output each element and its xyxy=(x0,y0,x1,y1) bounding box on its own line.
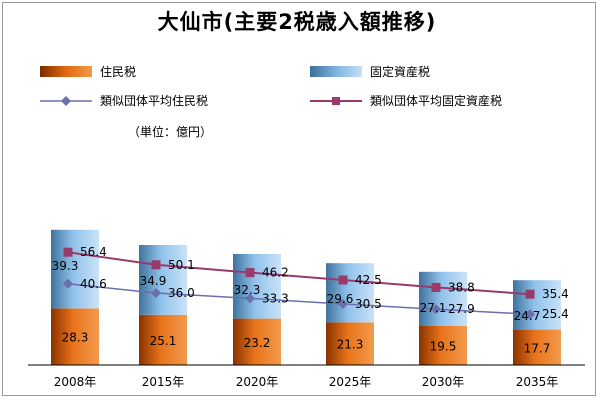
bar-resident-tax xyxy=(139,314,187,365)
legend-similar-resident-marker xyxy=(40,95,92,106)
legend-resident-label: 住民税 xyxy=(100,65,137,79)
legend-similar-resident: 類似団体平均住民税 xyxy=(40,92,208,109)
bar-resident-tax xyxy=(326,322,374,365)
data-label-resident-tax: 23.2 xyxy=(244,336,271,350)
bar-fixed-asset-tax xyxy=(326,263,374,323)
legend-fixed-asset-tax: 固定資産税 xyxy=(310,63,430,80)
data-label-fixed-asset-tax: 29.6 xyxy=(327,292,354,306)
x-tick-label: 2020年 xyxy=(236,375,279,389)
x-tick-label: 2008年 xyxy=(54,375,97,389)
data-label-similar-resident: 30.5 xyxy=(355,297,382,311)
data-label-resident-tax: 17.7 xyxy=(524,341,551,355)
legend-fixed-swatch xyxy=(310,66,362,77)
marker-similar-fixed xyxy=(338,275,348,285)
chart-frame xyxy=(2,2,596,396)
data-label-resident-tax: 25.1 xyxy=(150,334,177,348)
marker-similar-fixed xyxy=(63,247,73,257)
bar-fixed-asset-tax xyxy=(513,280,561,330)
data-label-similar-fixed: 38.8 xyxy=(448,280,475,294)
unit-label: （単位：億円） xyxy=(128,125,213,139)
bar-fixed-asset-tax xyxy=(233,254,281,319)
bar-fixed-asset-tax xyxy=(51,229,99,309)
data-label-fixed-asset-tax: 24.7 xyxy=(514,309,541,323)
marker-similar-fixed xyxy=(245,268,255,278)
legend-similar-fixed-marker xyxy=(310,96,362,105)
bar-resident-tax xyxy=(51,308,99,365)
legend-resident-tax: 住民税 xyxy=(40,63,136,80)
data-label-similar-fixed: 42.5 xyxy=(355,273,382,287)
data-label-similar-resident: 36.0 xyxy=(168,286,195,300)
bar-resident-tax xyxy=(419,326,467,365)
data-label-fixed-asset-tax: 32.3 xyxy=(234,283,261,297)
bar-resident-tax xyxy=(513,329,561,365)
x-tick-label: 2030年 xyxy=(422,375,465,389)
bar-fixed-asset-tax xyxy=(139,245,187,315)
legend-similar-resident-label: 類似団体平均住民税 xyxy=(100,94,209,108)
data-label-similar-resident: 40.6 xyxy=(80,277,107,291)
data-label-similar-resident: 25.4 xyxy=(542,307,569,321)
data-label-similar-fixed: 56.4 xyxy=(80,245,107,259)
line-similar-resident xyxy=(67,283,531,315)
data-label-fixed-asset-tax: 39.3 xyxy=(52,259,79,273)
bar-fixed-asset-tax xyxy=(419,271,467,326)
marker-similar-resident xyxy=(245,293,255,304)
marker-similar-fixed xyxy=(151,260,161,270)
x-tick-label: 2015年 xyxy=(142,375,185,389)
bar-resident-tax xyxy=(233,318,281,365)
legend-similar-fixed: 類似団体平均固定資産税 xyxy=(310,92,502,109)
x-tick-label: 2025年 xyxy=(329,375,372,389)
data-label-similar-fixed: 50.1 xyxy=(168,258,195,272)
marker-similar-fixed xyxy=(525,289,535,299)
marker-similar-resident xyxy=(151,288,161,298)
chart-title: 大仙市(主要2税歳入額推移) xyxy=(157,10,437,34)
x-tick-label: 2035年 xyxy=(516,375,559,389)
marker-similar-resident xyxy=(525,309,535,320)
legend-fixed-label: 固定資産税 xyxy=(370,65,431,79)
legend-similar-fixed-label: 類似団体平均固定資産税 xyxy=(370,94,503,108)
line-similar-fixed xyxy=(67,251,531,296)
data-label-resident-tax: 28.3 xyxy=(62,331,89,345)
legend-resident-swatch xyxy=(40,66,92,77)
data-label-resident-tax: 21.3 xyxy=(337,338,364,352)
marker-similar-resident xyxy=(338,299,348,309)
data-label-similar-fixed: 46.2 xyxy=(262,266,289,280)
data-label-similar-fixed: 35.4 xyxy=(542,287,569,301)
marker-similar-fixed xyxy=(431,282,441,292)
marker-similar-resident xyxy=(431,304,441,315)
data-label-fixed-asset-tax: 27.1 xyxy=(420,301,447,315)
data-label-similar-resident: 33.3 xyxy=(262,291,289,305)
marker-similar-resident xyxy=(63,278,73,289)
data-label-similar-resident: 27.9 xyxy=(448,302,475,316)
data-label-fixed-asset-tax: 34.9 xyxy=(140,274,167,288)
data-label-resident-tax: 19.5 xyxy=(430,340,457,354)
